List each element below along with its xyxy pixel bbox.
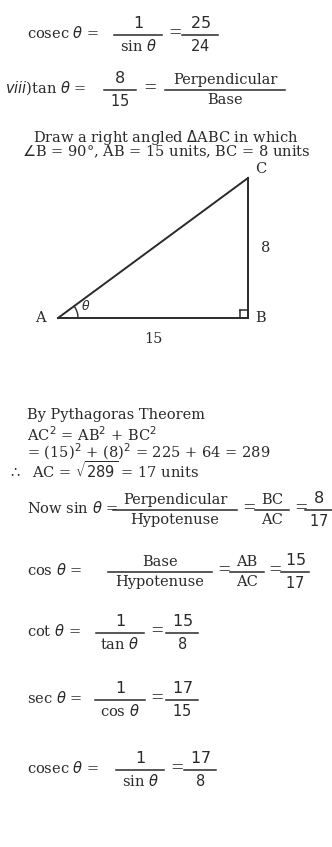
Text: Base: Base <box>207 93 243 107</box>
Text: cos $\theta$: cos $\theta$ <box>100 703 140 719</box>
Text: By Pythagoras Theorem: By Pythagoras Theorem <box>27 408 205 422</box>
Text: $\therefore$  AC = $\sqrt{289}$ = 17 units: $\therefore$ AC = $\sqrt{289}$ = 17 unit… <box>8 460 199 481</box>
Text: $\theta$: $\theta$ <box>81 299 90 313</box>
Text: $17$: $17$ <box>172 680 193 697</box>
Text: AB: AB <box>236 555 258 569</box>
Text: cosec $\theta$ =: cosec $\theta$ = <box>27 25 99 41</box>
Text: Now sin $\theta$ =: Now sin $\theta$ = <box>27 500 118 516</box>
Text: $1$: $1$ <box>132 15 143 32</box>
Text: $25$: $25$ <box>190 15 210 32</box>
Text: 8: 8 <box>261 241 270 255</box>
Text: tan $\theta$: tan $\theta$ <box>100 636 140 652</box>
Text: $17$: $17$ <box>285 575 305 591</box>
Text: =: = <box>143 80 156 97</box>
Text: $17$: $17$ <box>190 750 210 767</box>
Text: $1$: $1$ <box>115 680 125 697</box>
Text: Base: Base <box>142 555 178 569</box>
Text: Perpendicular: Perpendicular <box>123 493 227 507</box>
Text: =: = <box>242 500 256 517</box>
Text: $24$: $24$ <box>190 38 210 54</box>
Text: $1$: $1$ <box>115 613 125 630</box>
Text: AC$^2$ = AB$^2$ + BC$^2$: AC$^2$ = AB$^2$ + BC$^2$ <box>27 425 157 444</box>
Text: sin $\theta$: sin $\theta$ <box>122 773 158 789</box>
Text: AC: AC <box>236 575 258 589</box>
Text: Draw a right angled $\Delta$ABC in which: Draw a right angled $\Delta$ABC in which <box>33 128 299 147</box>
Text: Perpendicular: Perpendicular <box>173 73 277 87</box>
Text: $\angle$B = 90°, AB = 15 units, BC = 8 units: $\angle$B = 90°, AB = 15 units, BC = 8 u… <box>22 144 310 160</box>
Text: $15$: $15$ <box>285 552 305 569</box>
Text: =: = <box>150 689 163 706</box>
Text: $\mathit{viii}$)tan $\theta$ =: $\mathit{viii}$)tan $\theta$ = <box>5 79 86 97</box>
Text: $8$: $8$ <box>115 70 125 87</box>
Text: $8$: $8$ <box>313 490 325 507</box>
Text: Hypotenuse: Hypotenuse <box>130 513 219 527</box>
Text: BC: BC <box>261 493 283 507</box>
Text: =: = <box>294 500 307 517</box>
Text: sec $\theta$ =: sec $\theta$ = <box>27 690 82 706</box>
Text: C: C <box>255 162 266 176</box>
Text: $8$: $8$ <box>177 636 187 652</box>
Text: 15: 15 <box>144 332 162 346</box>
Text: B: B <box>255 311 266 325</box>
Text: sin $\theta$: sin $\theta$ <box>120 38 156 54</box>
Text: =: = <box>168 25 182 42</box>
Text: =: = <box>170 760 184 777</box>
Text: $17$: $17$ <box>309 513 329 529</box>
Text: =: = <box>268 562 282 579</box>
Text: AC: AC <box>261 513 283 527</box>
Text: =: = <box>150 623 163 639</box>
Text: $1$: $1$ <box>134 750 145 767</box>
Text: $15$: $15$ <box>110 93 130 109</box>
Text: $15$: $15$ <box>172 613 193 630</box>
Text: cosec $\theta$ =: cosec $\theta$ = <box>27 760 99 776</box>
Text: =: = <box>217 562 230 579</box>
Text: A: A <box>36 311 46 325</box>
Text: = (15)$^2$ + (8)$^2$ = 225 + 64 = 289: = (15)$^2$ + (8)$^2$ = 225 + 64 = 289 <box>27 442 271 462</box>
Text: cos $\theta$ =: cos $\theta$ = <box>27 562 82 578</box>
Text: $8$: $8$ <box>195 773 205 789</box>
Text: cot $\theta$ =: cot $\theta$ = <box>27 623 81 639</box>
Text: $15$: $15$ <box>172 703 192 719</box>
Text: Hypotenuse: Hypotenuse <box>116 575 205 589</box>
